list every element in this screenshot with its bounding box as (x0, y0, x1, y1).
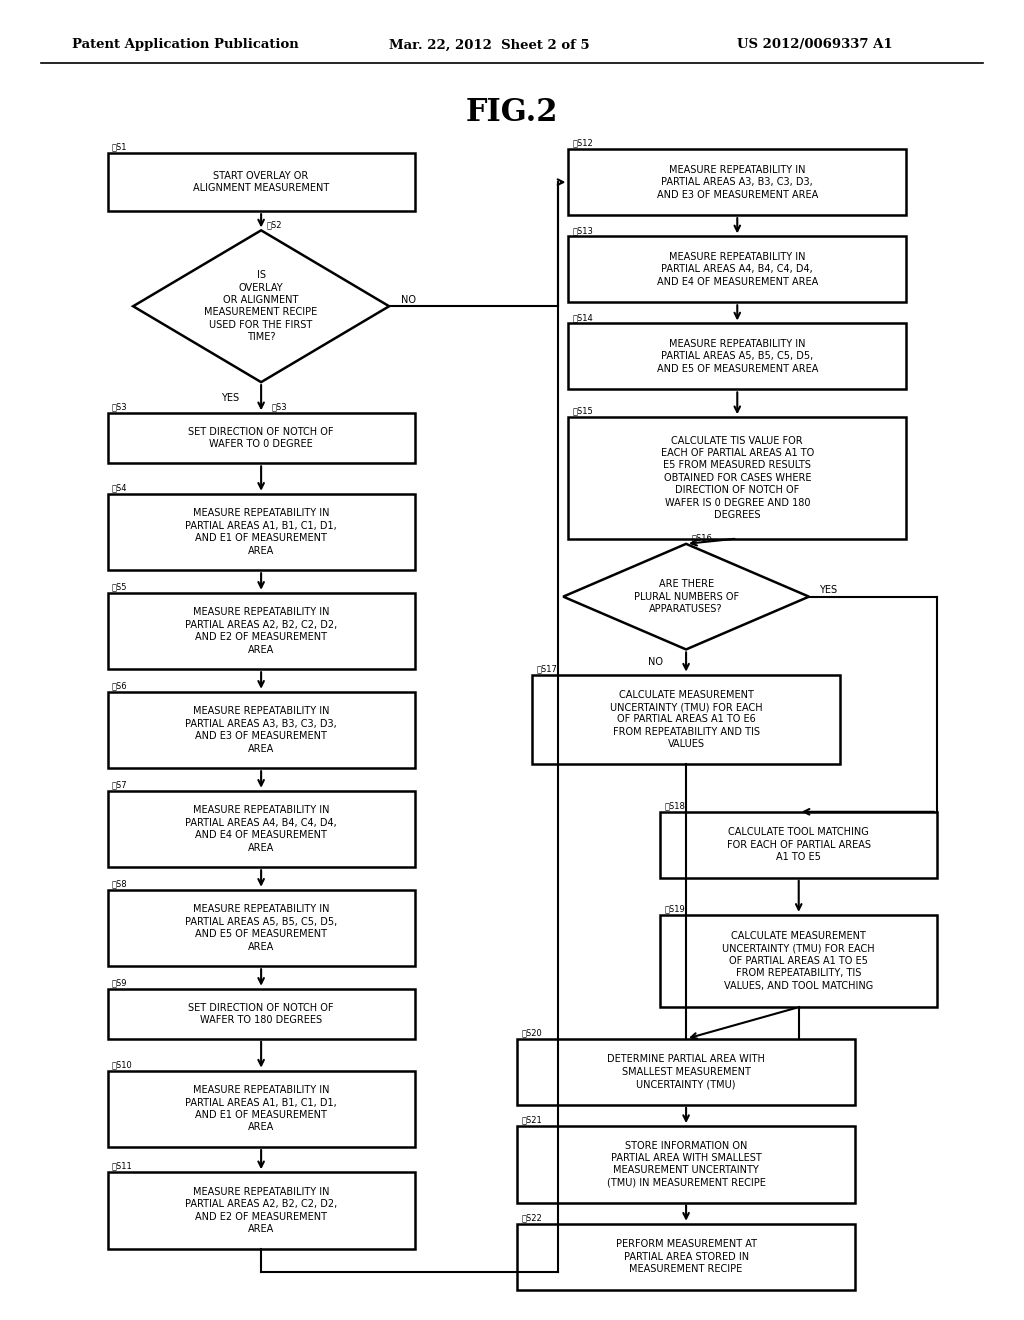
Text: IS
OVERLAY
OR ALIGNMENT
MEASUREMENT RECIPE
USED FOR THE FIRST
TIME?: IS OVERLAY OR ALIGNMENT MEASUREMENT RECI… (205, 271, 317, 342)
Text: YES: YES (221, 393, 240, 403)
Text: ⎰S12: ⎰S12 (572, 139, 593, 148)
Text: MEASURE REPEATABILITY IN
PARTIAL AREAS A4, B4, C4, D4,
AND E4 OF MEASUREMENT ARE: MEASURE REPEATABILITY IN PARTIAL AREAS A… (656, 252, 818, 286)
FancyBboxPatch shape (108, 153, 415, 211)
Text: ⎰S9: ⎰S9 (112, 978, 127, 987)
FancyBboxPatch shape (517, 1039, 855, 1105)
Text: ⎰S17: ⎰S17 (537, 664, 557, 673)
Text: STORE INFORMATION ON
PARTIAL AREA WITH SMALLEST
MEASUREMENT UNCERTAINTY
(TMU) IN: STORE INFORMATION ON PARTIAL AREA WITH S… (606, 1140, 766, 1188)
FancyBboxPatch shape (532, 675, 840, 764)
Text: MEASURE REPEATABILITY IN
PARTIAL AREAS A5, B5, C5, D5,
AND E5 OF MEASUREMENT ARE: MEASURE REPEATABILITY IN PARTIAL AREAS A… (656, 339, 818, 374)
Text: FIG.2: FIG.2 (466, 96, 558, 128)
Text: ⎰S3: ⎰S3 (112, 403, 127, 412)
FancyBboxPatch shape (568, 417, 906, 539)
Text: SET DIRECTION OF NOTCH OF
WAFER TO 180 DEGREES: SET DIRECTION OF NOTCH OF WAFER TO 180 D… (188, 1003, 334, 1024)
Text: Mar. 22, 2012  Sheet 2 of 5: Mar. 22, 2012 Sheet 2 of 5 (389, 38, 590, 51)
Text: ⎰S2: ⎰S2 (266, 220, 282, 230)
Text: MEASURE REPEATABILITY IN
PARTIAL AREAS A5, B5, C5, D5,
AND E5 OF MEASUREMENT
ARE: MEASURE REPEATABILITY IN PARTIAL AREAS A… (185, 904, 337, 952)
Polygon shape (563, 544, 809, 649)
Text: Patent Application Publication: Patent Application Publication (72, 38, 298, 51)
FancyBboxPatch shape (108, 989, 415, 1039)
Text: MEASURE REPEATABILITY IN
PARTIAL AREAS A1, B1, C1, D1,
AND E1 OF MEASUREMENT
ARE: MEASURE REPEATABILITY IN PARTIAL AREAS A… (185, 508, 337, 556)
Text: US 2012/0069337 A1: US 2012/0069337 A1 (737, 38, 893, 51)
FancyBboxPatch shape (108, 692, 415, 768)
Text: ⎰S10: ⎰S10 (112, 1060, 132, 1069)
FancyBboxPatch shape (568, 236, 906, 302)
FancyBboxPatch shape (108, 593, 415, 669)
Text: ⎰S1: ⎰S1 (112, 143, 127, 152)
Text: ⎰S6: ⎰S6 (112, 681, 127, 690)
Text: ⎰S15: ⎰S15 (572, 407, 593, 416)
Text: MEASURE REPEATABILITY IN
PARTIAL AREAS A2, B2, C2, D2,
AND E2 OF MEASUREMENT
ARE: MEASURE REPEATABILITY IN PARTIAL AREAS A… (185, 1187, 337, 1234)
FancyBboxPatch shape (568, 149, 906, 215)
Text: MEASURE REPEATABILITY IN
PARTIAL AREAS A4, B4, C4, D4,
AND E4 OF MEASUREMENT
ARE: MEASURE REPEATABILITY IN PARTIAL AREAS A… (185, 805, 337, 853)
FancyBboxPatch shape (108, 1071, 415, 1147)
Text: SET DIRECTION OF NOTCH OF
WAFER TO 0 DEGREE: SET DIRECTION OF NOTCH OF WAFER TO 0 DEG… (188, 428, 334, 449)
Text: ⎰S8: ⎰S8 (112, 879, 127, 888)
Text: START OVERLAY OR
ALIGNMENT MEASUREMENT: START OVERLAY OR ALIGNMENT MEASUREMENT (193, 172, 330, 193)
Text: ⎰S13: ⎰S13 (572, 226, 593, 235)
Text: ⎰S4: ⎰S4 (112, 483, 127, 492)
Text: CALCULATE MEASUREMENT
UNCERTAINTY (TMU) FOR EACH
OF PARTIAL AREAS A1 TO E5
FROM : CALCULATE MEASUREMENT UNCERTAINTY (TMU) … (722, 931, 876, 991)
Polygon shape (133, 230, 389, 383)
Text: ⎰S7: ⎰S7 (112, 780, 127, 789)
FancyBboxPatch shape (568, 323, 906, 389)
Text: NO: NO (648, 657, 663, 668)
Text: CALCULATE MEASUREMENT
UNCERTAINTY (TMU) FOR EACH
OF PARTIAL AREAS A1 TO E6
FROM : CALCULATE MEASUREMENT UNCERTAINTY (TMU) … (609, 689, 763, 750)
Text: ⎰S14: ⎰S14 (572, 313, 593, 322)
FancyBboxPatch shape (108, 413, 415, 463)
Text: ⎰S20: ⎰S20 (521, 1028, 542, 1038)
FancyBboxPatch shape (517, 1224, 855, 1290)
Text: CALCULATE TIS VALUE FOR
EACH OF PARTIAL AREAS A1 TO
E5 FROM MEASURED RESULTS
OBT: CALCULATE TIS VALUE FOR EACH OF PARTIAL … (660, 436, 814, 520)
Text: ⎰S21: ⎰S21 (521, 1115, 542, 1125)
FancyBboxPatch shape (660, 915, 937, 1007)
Text: CALCULATE TOOL MATCHING
FOR EACH OF PARTIAL AREAS
A1 TO E5: CALCULATE TOOL MATCHING FOR EACH OF PART… (727, 828, 870, 862)
Text: DETERMINE PARTIAL AREA WITH
SMALLEST MEASUREMENT
UNCERTAINTY (TMU): DETERMINE PARTIAL AREA WITH SMALLEST MEA… (607, 1055, 765, 1089)
FancyBboxPatch shape (108, 791, 415, 867)
Text: ⎰S11: ⎰S11 (112, 1162, 132, 1171)
Text: ⎰S22: ⎰S22 (521, 1213, 542, 1222)
Text: MEASURE REPEATABILITY IN
PARTIAL AREAS A1, B1, C1, D1,
AND E1 OF MEASUREMENT
ARE: MEASURE REPEATABILITY IN PARTIAL AREAS A… (185, 1085, 337, 1133)
Text: ARE THERE
PLURAL NUMBERS OF
APPARATUSES?: ARE THERE PLURAL NUMBERS OF APPARATUSES? (634, 579, 738, 614)
FancyBboxPatch shape (517, 1126, 855, 1203)
Text: NO: NO (401, 294, 417, 305)
Text: YES: YES (819, 585, 838, 595)
Text: ⎰S5: ⎰S5 (112, 582, 127, 591)
Text: ⎰S19: ⎰S19 (665, 904, 685, 913)
FancyBboxPatch shape (108, 1172, 415, 1249)
Text: ⎰S18: ⎰S18 (665, 801, 685, 810)
Text: ⎰S16: ⎰S16 (691, 533, 712, 543)
Text: MEASURE REPEATABILITY IN
PARTIAL AREAS A3, B3, C3, D3,
AND E3 OF MEASUREMENT
ARE: MEASURE REPEATABILITY IN PARTIAL AREAS A… (185, 706, 337, 754)
FancyBboxPatch shape (108, 890, 415, 966)
FancyBboxPatch shape (108, 494, 415, 570)
Text: MEASURE REPEATABILITY IN
PARTIAL AREAS A3, B3, C3, D3,
AND E3 OF MEASUREMENT ARE: MEASURE REPEATABILITY IN PARTIAL AREAS A… (656, 165, 818, 199)
Text: PERFORM MEASUREMENT AT
PARTIAL AREA STORED IN
MEASUREMENT RECIPE: PERFORM MEASUREMENT AT PARTIAL AREA STOR… (615, 1239, 757, 1274)
Text: ⎰S3: ⎰S3 (271, 403, 287, 412)
FancyBboxPatch shape (660, 812, 937, 878)
Text: MEASURE REPEATABILITY IN
PARTIAL AREAS A2, B2, C2, D2,
AND E2 OF MEASUREMENT
ARE: MEASURE REPEATABILITY IN PARTIAL AREAS A… (185, 607, 337, 655)
